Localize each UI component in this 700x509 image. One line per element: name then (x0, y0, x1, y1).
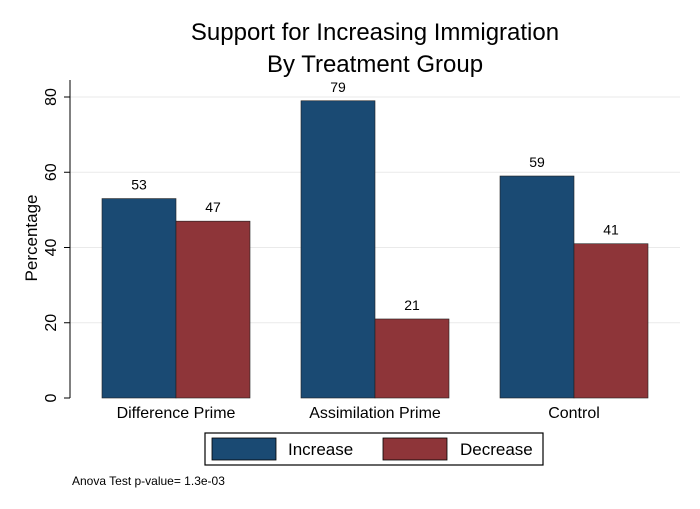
bar-value-label: 21 (404, 297, 420, 313)
bar-decrease (374, 318, 450, 399)
legend-swatch-increase (211, 437, 277, 461)
x-axis: Difference Prime Assimilation Prime Contro… (117, 405, 600, 422)
bar-increase (300, 100, 376, 399)
x-category-label: Difference Prime (117, 405, 236, 422)
bar-increase (101, 198, 177, 399)
bar-value-label: 53 (131, 177, 147, 193)
legend-label-decrease: Decrease (460, 440, 533, 459)
chart-subtitle: By Treatment Group (267, 51, 483, 78)
bar-value-label: 47 (205, 199, 221, 215)
legend-label-increase: Increase (288, 440, 353, 459)
y-tick-label: 0 (43, 393, 60, 402)
bar-increase (499, 175, 575, 399)
y-tick-label: 60 (43, 163, 60, 181)
bar-decrease (573, 243, 649, 399)
bar-value-label: 59 (529, 154, 545, 170)
y-axis: 0 20 40 60 80 (43, 80, 71, 402)
bar-decrease (175, 220, 251, 399)
y-tick-label: 80 (43, 88, 60, 106)
x-category-label: Control (548, 405, 600, 422)
legend-swatch-decrease (382, 437, 448, 461)
y-tick-label: 40 (43, 239, 60, 257)
bar-value-label: 41 (603, 222, 619, 238)
bars: 53 47 79 21 59 41 (101, 79, 649, 399)
bar-value-label: 79 (330, 79, 346, 95)
y-tick-label: 20 (43, 314, 60, 332)
legend: Increase Decrease (204, 432, 544, 466)
x-category-label: Assimilation Prime (309, 405, 441, 422)
chart-title: Support for Increasing Immigration (191, 19, 559, 46)
y-axis-label: Percentage (22, 195, 41, 282)
anova-note: Anova Test p-value= 1.3e-03 (72, 474, 225, 488)
